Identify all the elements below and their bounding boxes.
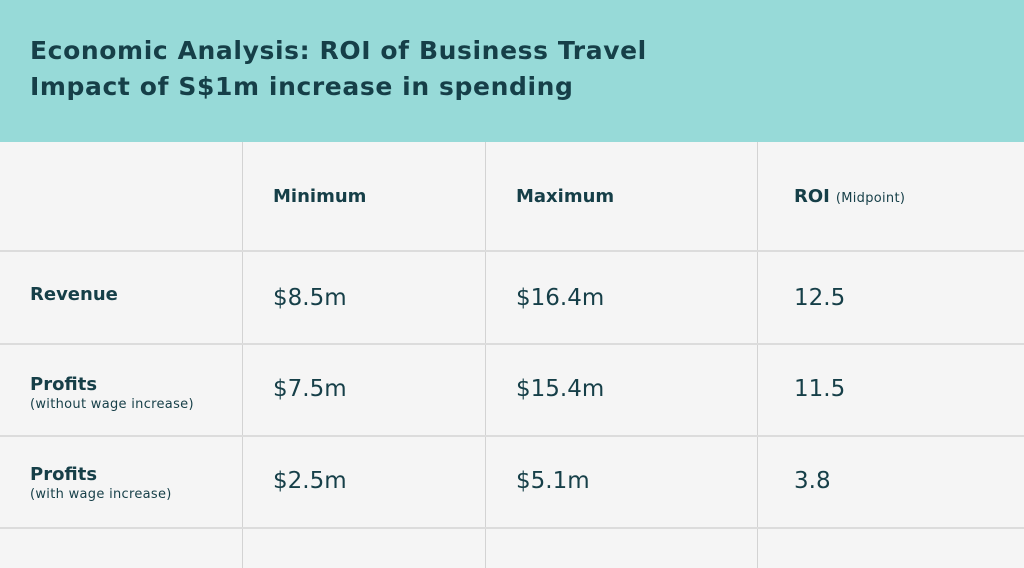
column-header-roi: ROI (Midpoint) (794, 186, 905, 207)
cell-revenue-roi: 12.5 (794, 285, 846, 311)
row-divider (0, 435, 1024, 437)
chart-subtitle: Impact of S$1m increase in spending (30, 72, 574, 101)
header-banner: Economic Analysis: ROI of Business Trave… (0, 0, 1024, 142)
row-label-main: Revenue (30, 284, 118, 305)
column-header-label: Maximum (516, 186, 615, 207)
column-divider (485, 142, 486, 568)
row-label-note: (with wage increase) (30, 487, 172, 502)
column-header-label: ROI (794, 186, 830, 207)
row-label-main: Profits (30, 374, 98, 395)
row-label-profits-with-wage: Profits (with wage increase) (30, 464, 172, 502)
row-label-profits-without-wage: Profits (without wage increase) (30, 374, 194, 412)
cell-profits-without-wage-minimum: $7.5m (273, 376, 347, 402)
column-header-label: Minimum (273, 186, 367, 207)
row-divider (0, 343, 1024, 345)
column-divider (757, 142, 758, 568)
cell-profits-without-wage-maximum: $15.4m (516, 376, 605, 402)
cell-revenue-minimum: $8.5m (273, 285, 347, 311)
cell-profits-with-wage-roi: 3.8 (794, 468, 831, 494)
chart-title: Economic Analysis: ROI of Business Trave… (30, 36, 647, 65)
row-divider (0, 250, 1024, 252)
column-header-minimum: Minimum (273, 186, 366, 207)
column-header-maximum: Maximum (516, 186, 614, 207)
row-divider (0, 527, 1024, 529)
column-divider (242, 142, 243, 568)
cell-profits-with-wage-minimum: $2.5m (273, 468, 347, 494)
roi-table: Minimum Maximum ROI (Midpoint) Revenue $8… (0, 142, 1024, 568)
row-label-revenue: Revenue (30, 284, 118, 305)
row-label-note: (without wage increase) (30, 397, 194, 412)
row-label-main: Profits (30, 464, 98, 485)
column-header-note: (Midpoint) (835, 191, 906, 206)
cell-profits-without-wage-roi: 11.5 (794, 376, 846, 402)
cell-revenue-maximum: $16.4m (516, 285, 605, 311)
cell-profits-with-wage-maximum: $5.1m (516, 468, 590, 494)
